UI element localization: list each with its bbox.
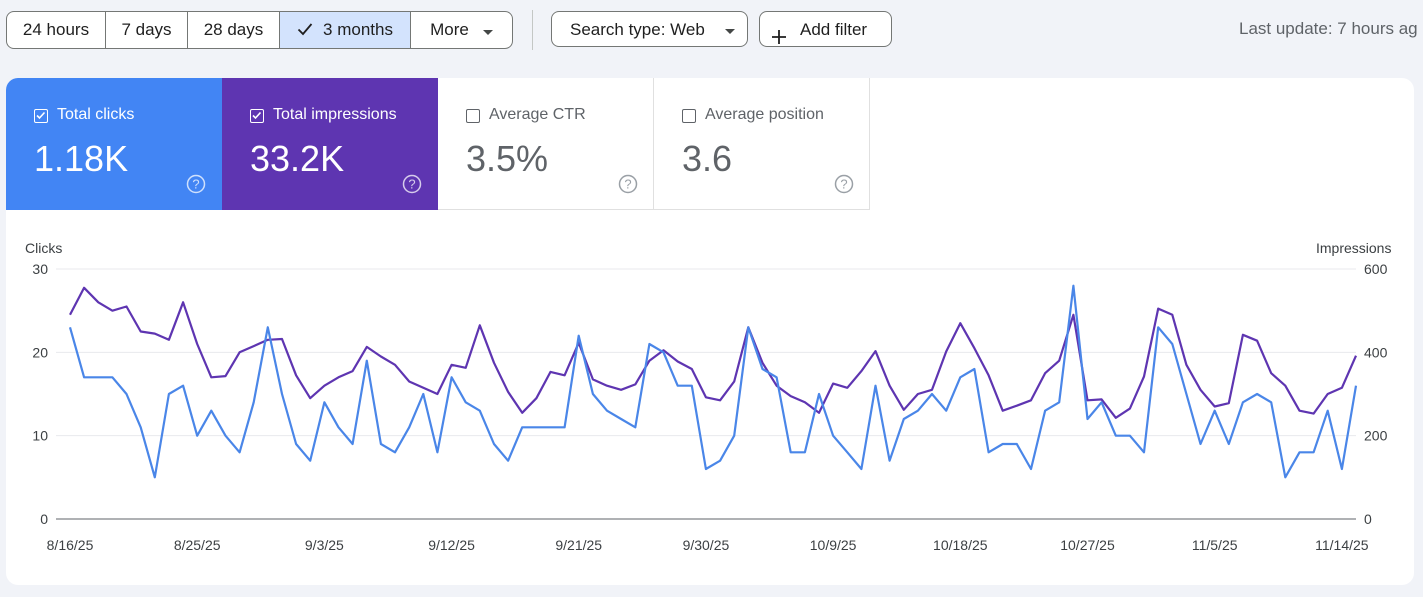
right-tick-label: 600 [1364,261,1388,277]
x-tick-label: 10/27/25 [1060,537,1115,553]
range-28-days-button[interactable]: 28 days [188,12,280,48]
impressions-series-line [69,286,1358,419]
metric-value: 3.5% [466,138,549,179]
svg-text:?: ? [408,177,415,192]
metric-tile-total-clicks[interactable]: Total clicks 1.18K ? [6,78,222,210]
metric-tile-total-impressions[interactable]: Total impressions 33.2K ? [222,78,438,210]
date-range-toolbar: 24 hours 7 days 28 days 3 months More Se… [0,0,1423,62]
toolbar-divider [532,10,533,50]
clicks-series-line [68,284,1358,479]
help-icon[interactable]: ? [618,174,638,199]
x-tick-label: 8/25/25 [174,537,221,553]
range-more-button[interactable]: More [411,12,512,48]
range-7-days-button[interactable]: 7 days [106,12,188,48]
range-3-months-button[interactable]: 3 months [280,12,411,48]
left-tick-label: 30 [32,261,48,277]
range-label: 3 months [323,20,393,39]
svg-text:?: ? [840,177,847,192]
svg-text:?: ? [624,177,631,192]
metric-value: 3.6 [682,138,733,179]
range-label: More [430,20,469,39]
left-axis-title: Clicks [25,240,63,256]
help-icon[interactable]: ? [402,174,422,199]
date-range-segmented: 24 hours 7 days 28 days 3 months More [6,11,513,49]
dropdown-arrow-icon [482,13,493,48]
x-tick-label: 8/16/25 [47,537,94,553]
metric-value: 33.2K [250,138,345,179]
checkbox-checked-icon[interactable] [34,109,48,123]
metric-tile-average-position[interactable]: Average position 3.6 ? [654,78,870,210]
add-icon [771,22,787,44]
checkbox-unchecked-icon[interactable] [682,109,696,123]
checkbox-checked-icon[interactable] [250,109,264,123]
svg-text:?: ? [192,177,199,192]
add-filter-label: Add filter [800,20,868,39]
range-label: 7 days [121,20,172,39]
x-tick-label: 10/18/25 [933,537,988,553]
x-tick-label: 9/3/25 [305,537,344,553]
metric-label: Total impressions [273,106,397,123]
x-tick-label: 9/12/25 [428,537,475,553]
range-24-hours-button[interactable]: 24 hours [7,12,106,48]
last-update-text: Last update: 7 hours ag [1239,19,1418,38]
left-tick-label: 10 [32,428,48,444]
x-tick-label: 11/14/25 [1315,537,1369,553]
x-tick-label: 9/21/25 [555,537,602,553]
dropdown-arrow-icon [725,12,735,48]
right-tick-label: 200 [1364,428,1388,444]
left-tick-label: 0 [40,511,48,527]
search-type-label: Search type: Web [570,20,705,39]
help-icon[interactable]: ? [186,174,206,199]
metric-tile-average-ctr[interactable]: Average CTR 3.5% ? [438,78,654,210]
left-tick-label: 20 [32,344,48,360]
performance-card: Total clicks 1.18K ? Total impressions 3… [6,78,1414,585]
check-icon [297,13,313,48]
metric-label: Average CTR [489,106,586,123]
search-type-dropdown[interactable]: Search type: Web [551,11,748,47]
help-icon[interactable]: ? [834,174,854,199]
range-label: 28 days [203,20,264,39]
metric-label: Average position [705,106,824,123]
metric-value: 1.18K [34,138,129,179]
add-filter-button[interactable]: Add filter [759,11,892,47]
right-axis-title: Impressions [1316,240,1392,256]
range-label: 24 hours [22,20,90,39]
right-tick-label: 400 [1364,344,1388,360]
x-tick-label: 11/5/25 [1192,537,1238,553]
metric-label: Total clicks [57,106,135,123]
right-tick-label: 0 [1364,511,1372,527]
checkbox-unchecked-icon[interactable] [466,109,480,123]
performance-chart: 0 10 20 30 0 200 400 600 8/16/25 8/25/25 9/3/25 9/1… [32,261,1388,553]
x-tick-label: 10/9/25 [810,537,857,553]
x-tick-label: 9/30/25 [683,537,730,553]
